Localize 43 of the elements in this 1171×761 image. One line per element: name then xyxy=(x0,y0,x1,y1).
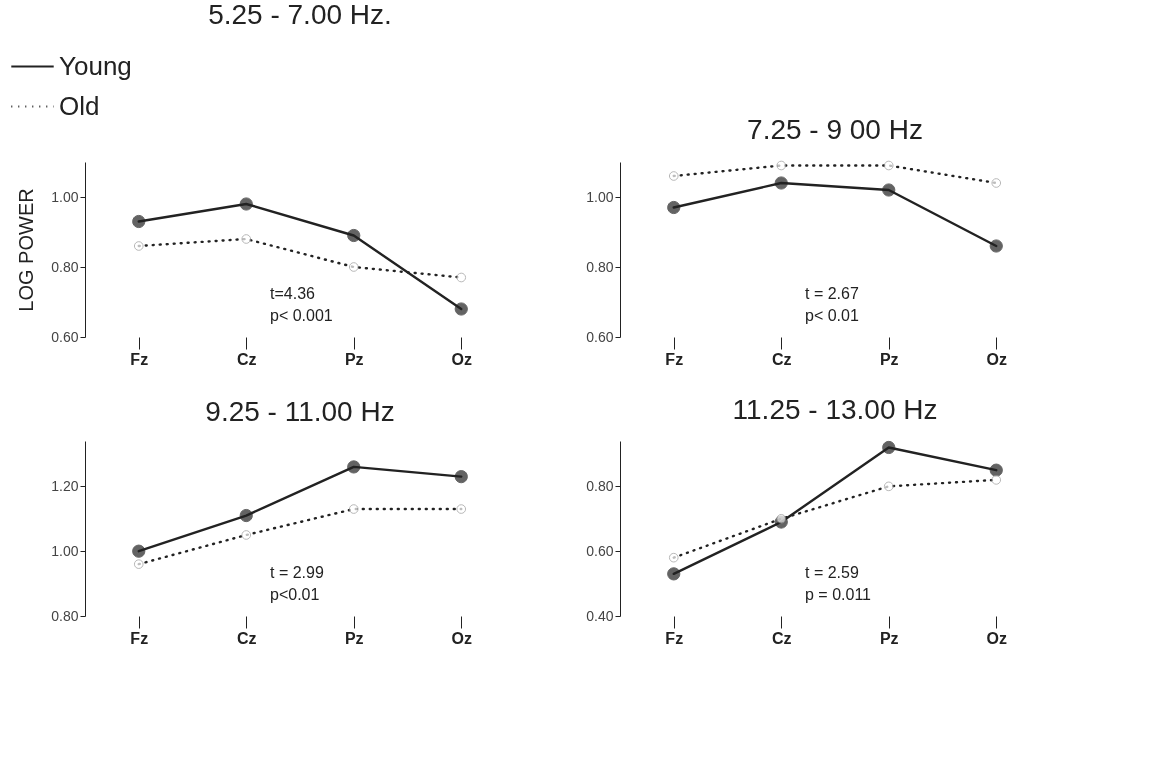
y-tick-label: 1.00 xyxy=(51,188,79,205)
chart-title: 9.25 - 11.00 Hz xyxy=(205,396,395,427)
annotation: t = 2.59 xyxy=(805,564,859,581)
annotation: p< 0.001 xyxy=(270,307,333,324)
x-tick-label: Oz xyxy=(451,350,472,368)
chart-title: 11.25 - 13.00 Hz xyxy=(732,394,938,426)
y-tick-label: 1.00 xyxy=(51,542,79,559)
y-tick-label: 1.20 xyxy=(51,477,79,494)
annotation: t = 2.67 xyxy=(805,285,859,302)
x-tick-label: Pz xyxy=(344,629,364,647)
annotation: p<0.01 xyxy=(270,586,320,603)
x-tick-label: Oz xyxy=(986,629,1007,647)
chart-title: 7.25 - 9 00 Hz xyxy=(747,114,923,146)
x-tick-label: Cz xyxy=(771,350,792,368)
x-tick-label: Cz xyxy=(236,350,257,368)
annotation: p< 0.01 xyxy=(805,307,859,324)
x-tick-label: Fz xyxy=(665,629,684,647)
x-tick-label: Cz xyxy=(771,629,792,647)
chart-title: 5.25 - 7.00 Hz. xyxy=(208,0,392,30)
legend-label: Young xyxy=(59,50,132,81)
x-tick-label: Cz xyxy=(236,629,257,647)
y-tick-label: 0.60 xyxy=(586,542,614,559)
y-tick-label: 0.60 xyxy=(51,328,79,345)
x-tick-label: Pz xyxy=(344,350,364,368)
annotation: t = 2.99 xyxy=(270,564,324,581)
y-tick-label: 0.80 xyxy=(51,607,79,624)
x-tick-label: Pz xyxy=(879,629,899,647)
x-tick-label: Oz xyxy=(451,629,472,647)
x-tick-label: Fz xyxy=(665,350,684,368)
y-axis-title: LOG POWER xyxy=(15,188,38,312)
annotation: t=4.36 xyxy=(270,285,316,302)
y-tick-label: 0.80 xyxy=(586,477,614,494)
x-tick-label: Oz xyxy=(986,350,1007,368)
x-tick-label: Fz xyxy=(130,629,149,647)
y-tick-label: 0.80 xyxy=(586,258,614,275)
legend-label: Old xyxy=(59,90,100,121)
y-tick-label: 1.00 xyxy=(586,188,614,205)
y-tick-label: 0.40 xyxy=(586,607,614,624)
x-tick-label: Pz xyxy=(879,350,899,368)
y-tick-label: 0.80 xyxy=(51,258,79,275)
x-tick-label: Fz xyxy=(130,350,149,368)
annotation: p = 0.011 xyxy=(805,586,872,603)
y-tick-label: 0.60 xyxy=(586,328,614,345)
